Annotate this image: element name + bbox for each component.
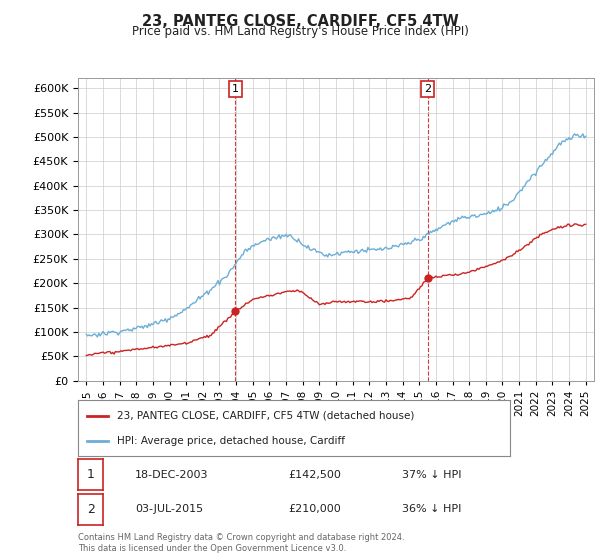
Text: 1: 1 bbox=[232, 84, 239, 94]
Text: 23, PANTEG CLOSE, CARDIFF, CF5 4TW: 23, PANTEG CLOSE, CARDIFF, CF5 4TW bbox=[142, 14, 458, 29]
Text: Price paid vs. HM Land Registry's House Price Index (HPI): Price paid vs. HM Land Registry's House … bbox=[131, 25, 469, 38]
Text: 36% ↓ HPI: 36% ↓ HPI bbox=[402, 505, 461, 514]
Text: HPI: Average price, detached house, Cardiff: HPI: Average price, detached house, Card… bbox=[117, 436, 345, 446]
Text: 23, PANTEG CLOSE, CARDIFF, CF5 4TW (detached house): 23, PANTEG CLOSE, CARDIFF, CF5 4TW (deta… bbox=[117, 410, 414, 421]
Text: 2: 2 bbox=[86, 503, 95, 516]
Text: 1: 1 bbox=[86, 468, 95, 481]
Text: Contains HM Land Registry data © Crown copyright and database right 2024.
This d: Contains HM Land Registry data © Crown c… bbox=[78, 533, 404, 553]
Text: 2: 2 bbox=[424, 84, 431, 94]
Text: £210,000: £210,000 bbox=[288, 505, 341, 514]
Text: 37% ↓ HPI: 37% ↓ HPI bbox=[402, 470, 461, 479]
Text: 03-JUL-2015: 03-JUL-2015 bbox=[135, 505, 203, 514]
Text: £142,500: £142,500 bbox=[288, 470, 341, 479]
Text: 18-DEC-2003: 18-DEC-2003 bbox=[135, 470, 209, 479]
